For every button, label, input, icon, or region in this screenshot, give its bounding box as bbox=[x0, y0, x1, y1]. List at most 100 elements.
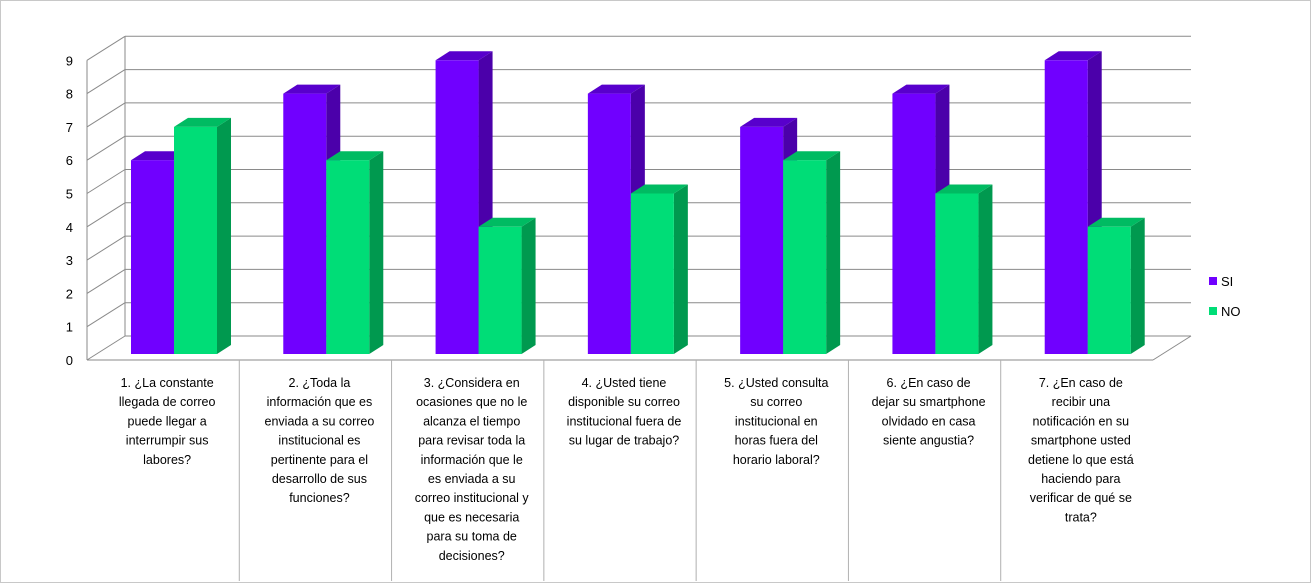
x-tick-label-line: ocasiones que no le bbox=[416, 395, 527, 409]
x-tick-label: 6. ¿En caso de dejar su smartphone olvidad… bbox=[872, 376, 986, 448]
bar-top bbox=[131, 151, 188, 161]
x-tick-label-line: su correo bbox=[750, 395, 802, 409]
bar-side bbox=[521, 217, 536, 354]
wall-gridline bbox=[86, 35, 126, 61]
y-tick-label: 5 bbox=[66, 187, 73, 202]
wall-gridline bbox=[86, 235, 126, 261]
bar-front bbox=[283, 93, 327, 354]
x-tick-label-line: 5. ¿Usted consulta bbox=[724, 376, 828, 390]
x-tick-label-line: funciones? bbox=[289, 491, 350, 505]
bar bbox=[630, 184, 688, 354]
y-tick-label: 3 bbox=[66, 253, 73, 268]
x-tick-label-line: para su toma de bbox=[427, 530, 517, 544]
legend-swatch bbox=[1209, 307, 1217, 315]
x-tick-label-line: que es necesaria bbox=[424, 510, 519, 524]
x-tick-label: 2. ¿Toda la información que es enviada a s… bbox=[265, 376, 375, 505]
y-tick-label: 9 bbox=[66, 53, 73, 68]
bar bbox=[326, 151, 384, 354]
x-tick-label-line: siente angustia? bbox=[883, 434, 974, 448]
x-tick-label-line: información que es bbox=[267, 395, 373, 409]
x-tick-label-line: haciendo para bbox=[1041, 472, 1120, 486]
x-tick-label-line: disponible su correo bbox=[568, 395, 680, 409]
wall-gridline bbox=[86, 335, 126, 361]
y-tick-label: 2 bbox=[66, 286, 73, 301]
x-tick-label-line: interrumpir sus bbox=[126, 434, 209, 448]
wall-gridline bbox=[86, 169, 126, 194]
category-labels-group: 1. ¿La constante llegada de correo puede l… bbox=[119, 360, 1134, 581]
bar bbox=[1087, 217, 1145, 354]
y-tick-label: 0 bbox=[66, 353, 73, 368]
wall-gridline bbox=[86, 69, 126, 95]
x-tick-label-line: 6. ¿En caso de bbox=[887, 376, 971, 390]
x-tick-label-line: su lugar de trabajo? bbox=[569, 434, 680, 448]
x-tick-label-line: horas fuera del bbox=[735, 434, 818, 448]
x-tick-label-line: institucional en bbox=[735, 414, 818, 428]
legend: SI NO bbox=[1209, 274, 1241, 319]
bar-side bbox=[826, 151, 841, 354]
bar-front bbox=[1087, 226, 1131, 354]
bar-front bbox=[478, 226, 522, 354]
x-tick-label-line: smartphone usted bbox=[1031, 434, 1131, 448]
x-tick-label-line: trata? bbox=[1065, 510, 1097, 524]
bar-top bbox=[935, 184, 993, 194]
bar bbox=[1044, 51, 1102, 355]
legend-label: SI bbox=[1221, 274, 1233, 289]
x-tick-label-line: olvidado en casa bbox=[882, 414, 976, 428]
bar-side bbox=[1130, 217, 1145, 354]
bar-side bbox=[369, 151, 384, 354]
bar-top bbox=[283, 84, 341, 94]
bar-front bbox=[1044, 60, 1088, 355]
wall-gridline bbox=[86, 135, 126, 161]
floor-edge bbox=[1152, 335, 1192, 361]
bar bbox=[783, 151, 841, 354]
bar-top bbox=[174, 117, 231, 127]
x-tick-label-line: dejar su smartphone bbox=[872, 395, 986, 409]
bar-front bbox=[326, 160, 370, 354]
x-tick-label: 1. ¿La constante llegada de correo puede l… bbox=[119, 376, 216, 467]
x-tick-label: 5. ¿Usted consulta su correo institucional… bbox=[724, 376, 828, 467]
bars-group bbox=[131, 51, 1145, 355]
legend-label: NO bbox=[1221, 304, 1241, 319]
x-tick-label-line: institucional es bbox=[278, 434, 360, 448]
x-tick-label-line: para revisar toda la bbox=[418, 434, 525, 448]
y-tick-label: 6 bbox=[66, 153, 73, 168]
x-tick-label: 3. ¿Considera en ocasiones que no le alcan… bbox=[415, 376, 530, 563]
x-tick-label-line: 1. ¿La constante bbox=[121, 376, 214, 390]
bar-top bbox=[478, 217, 536, 227]
x-tick-label-line: verificar de qué se bbox=[1030, 491, 1132, 505]
bar bbox=[478, 217, 536, 354]
x-tick-label-line: detiene lo que está bbox=[1028, 453, 1134, 467]
bar-top bbox=[326, 151, 384, 161]
bar-front bbox=[435, 60, 479, 355]
bar bbox=[174, 117, 231, 355]
bar-top bbox=[587, 84, 645, 94]
y-tick-label: 8 bbox=[66, 87, 73, 102]
x-tick-label: 7. ¿En caso de recibir una notificación en… bbox=[1028, 376, 1134, 524]
bar-top bbox=[1087, 217, 1145, 227]
bar-front bbox=[174, 126, 217, 355]
x-tick-label-line: 7. ¿En caso de bbox=[1039, 376, 1123, 390]
x-tick-label-line: correo institucional y bbox=[415, 491, 530, 505]
bar-front bbox=[630, 193, 674, 354]
bar bbox=[935, 184, 993, 354]
y-tick-label: 1 bbox=[66, 320, 73, 335]
wall-gridline bbox=[86, 102, 126, 128]
wall-gridline bbox=[86, 302, 126, 328]
legend-swatch bbox=[1209, 277, 1217, 285]
bar-side bbox=[978, 184, 993, 354]
bar-front bbox=[935, 193, 979, 354]
x-tick-label-line: desarrollo de sus bbox=[272, 472, 367, 486]
x-tick-label-line: institucional fuera de bbox=[567, 414, 682, 428]
x-tick-label-line: información que le bbox=[421, 453, 523, 467]
x-tick-label-line: enviada a su correo bbox=[265, 414, 375, 428]
x-tick-label-line: es enviada a su bbox=[428, 472, 516, 486]
x-tick-label-line: 4. ¿Usted tiene bbox=[582, 376, 667, 390]
bar-front bbox=[587, 93, 631, 354]
y-tick-label: 7 bbox=[66, 120, 73, 135]
x-tick-label: 4. ¿Usted tiene disponible su correo insti… bbox=[567, 376, 682, 448]
x-tick-label-line: 3. ¿Considera en bbox=[424, 376, 520, 390]
bar-front bbox=[783, 160, 827, 354]
x-tick-label-line: notificación en su bbox=[1033, 414, 1130, 428]
